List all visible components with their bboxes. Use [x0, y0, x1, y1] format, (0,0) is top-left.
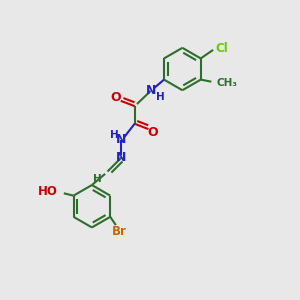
Text: N: N	[146, 84, 156, 97]
Text: H: H	[110, 130, 119, 140]
Text: O: O	[148, 125, 158, 139]
Text: N: N	[116, 151, 127, 164]
Text: Cl: Cl	[215, 42, 228, 55]
Text: CH₃: CH₃	[216, 78, 237, 88]
Text: N: N	[116, 134, 127, 146]
Text: Br: Br	[112, 225, 127, 238]
Text: H: H	[156, 92, 165, 102]
Text: HO: HO	[38, 185, 57, 198]
Text: O: O	[111, 92, 121, 104]
Text: H: H	[92, 174, 101, 184]
